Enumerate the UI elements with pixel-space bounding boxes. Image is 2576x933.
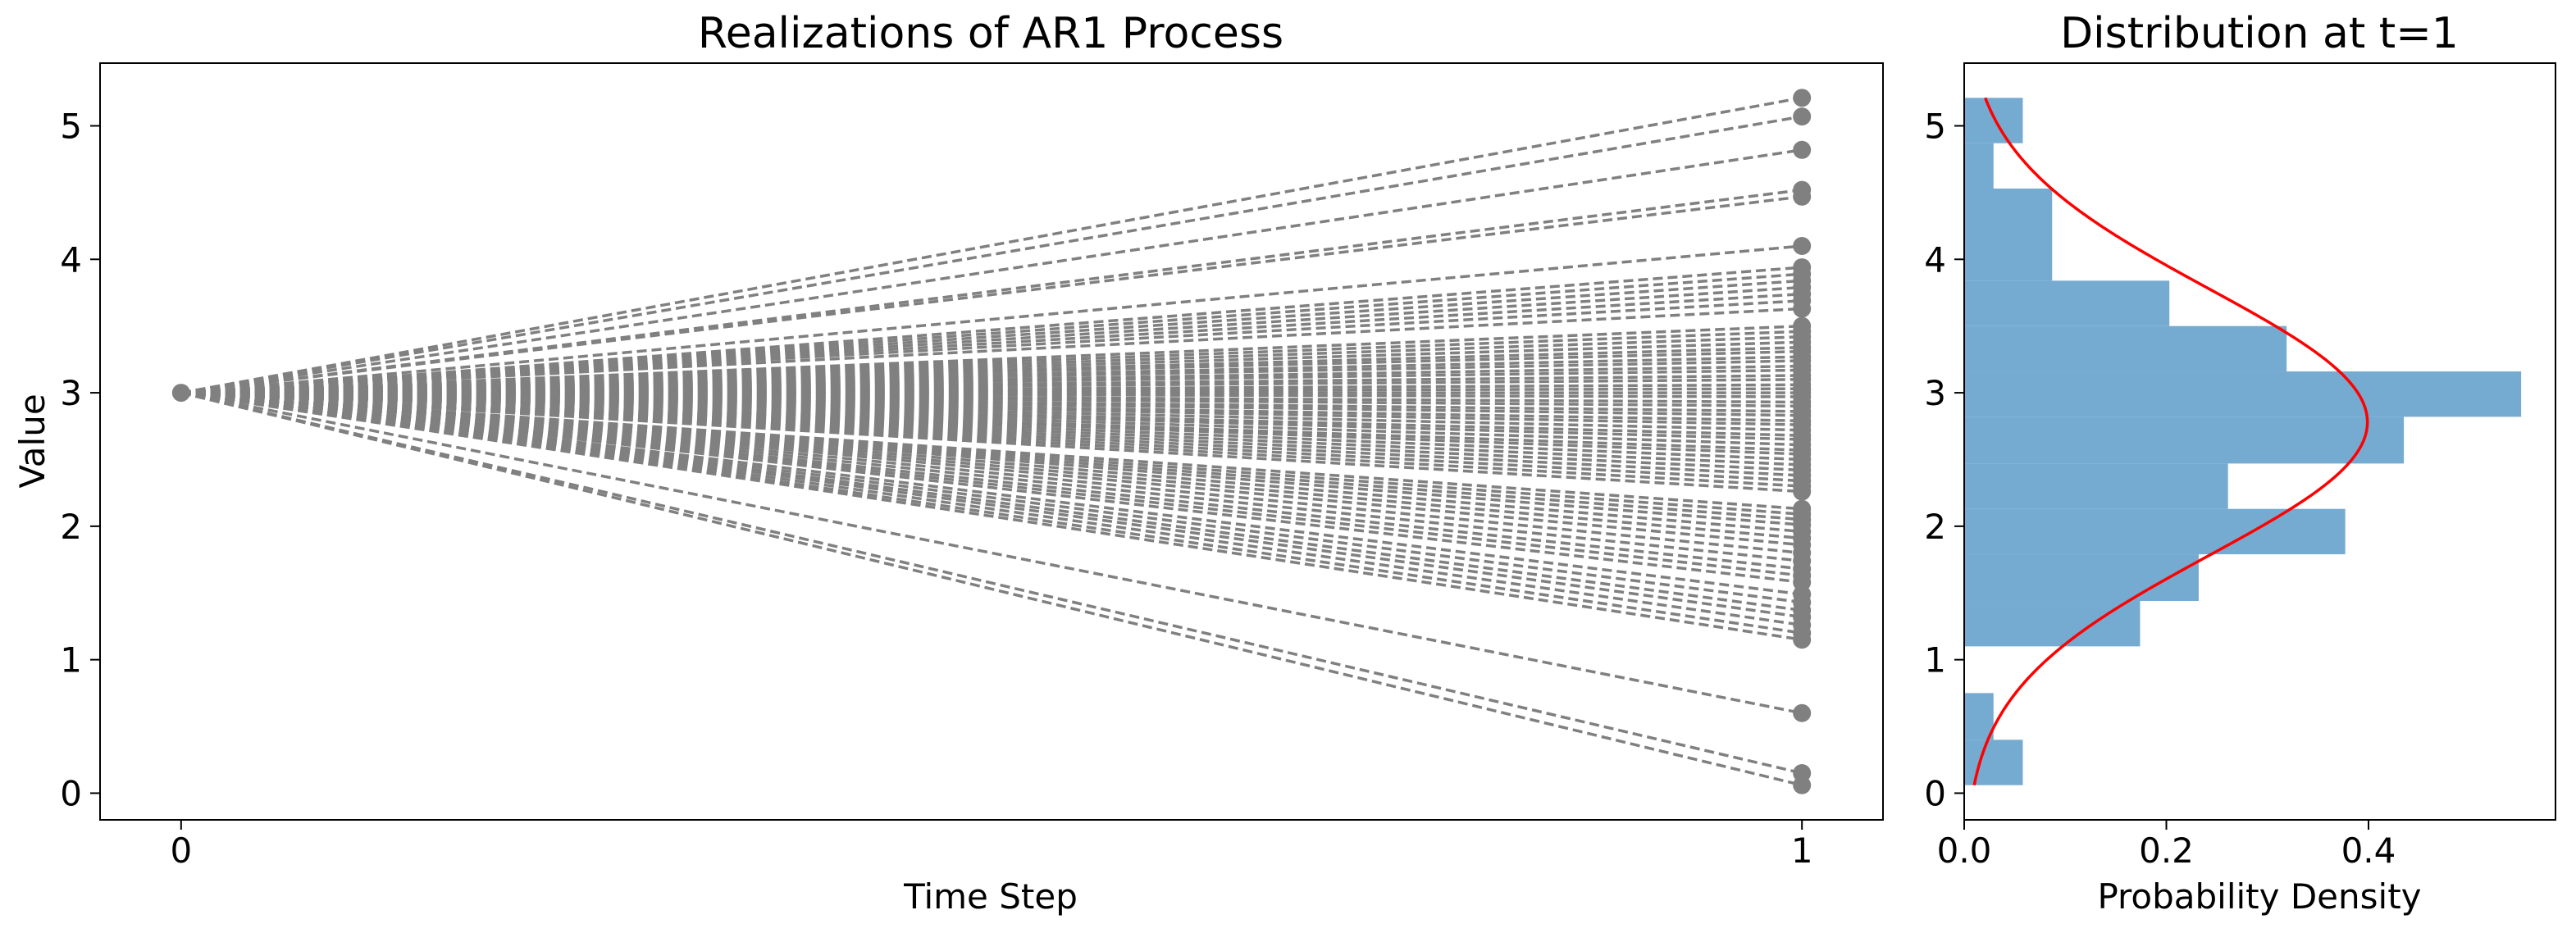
histogram-bar	[1964, 416, 2405, 464]
realization-line	[180, 148, 1803, 394]
distribution-x-axis-label: Probability Density	[2097, 876, 2421, 917]
realization-line	[180, 96, 1803, 394]
ar1-plot-frame	[99, 62, 1884, 821]
distribution-chart: Distribution at t=1 0.0 0.2 0.4 0 1 2 3 4 5 Pro…	[1924, 9, 2556, 917]
ar1-y-ticks: 0 1 2 3 4 5	[60, 107, 100, 813]
y-tick-label: 2	[1924, 507, 1946, 547]
realization-line	[180, 391, 1803, 787]
x-tick-label: 0.0	[1937, 831, 1992, 871]
ar1-chart-title: Realizations of AR1 Process	[698, 9, 1283, 58]
histogram-bar	[1964, 508, 2346, 555]
y-tick-label: 5	[1924, 107, 1946, 147]
realization-paths	[171, 89, 1812, 794]
histogram-bar	[1964, 554, 2199, 602]
x-tick-label: 0.2	[2139, 831, 2194, 871]
realization-line	[180, 307, 1803, 394]
realization-line	[180, 391, 1803, 775]
y-tick-label: 1	[1924, 640, 1946, 680]
realization-line	[180, 195, 1803, 394]
realization-line	[180, 391, 1803, 584]
histogram-bar	[1964, 189, 2053, 235]
end-point-marker	[1793, 630, 1812, 649]
histogram-bar	[1964, 143, 1994, 189]
end-point-marker	[1793, 89, 1812, 107]
end-point-marker	[1793, 187, 1812, 206]
y-tick-label: 5	[60, 107, 82, 147]
histogram-bar	[1964, 463, 2228, 509]
end-point-marker	[1793, 237, 1812, 256]
histogram-bar	[1964, 234, 2053, 281]
end-point-marker	[1793, 140, 1812, 159]
realization-line	[180, 115, 1803, 394]
y-tick-label: 2	[60, 507, 82, 547]
y-tick-label: 0	[60, 773, 82, 813]
y-tick-label: 4	[60, 239, 82, 280]
distribution-y-ticks: 0 1 2 3 4 5	[1924, 107, 1964, 813]
y-tick-label: 4	[1924, 239, 1946, 280]
end-point-marker	[1793, 776, 1812, 794]
histogram-bars	[1964, 98, 2522, 785]
realization-line	[180, 244, 1803, 394]
ar1-y-axis-label: Value	[12, 394, 52, 488]
distribution-x-ticks: 0.0 0.2 0.4	[1937, 820, 2396, 871]
realization-line	[180, 391, 1803, 494]
histogram-bar	[1964, 693, 1994, 740]
start-point-marker	[171, 384, 190, 403]
x-tick-label: 0.4	[2341, 831, 2396, 871]
histogram-bar	[1964, 740, 2023, 785]
distribution-chart-title: Distribution at t=1	[2060, 9, 2459, 58]
end-point-marker	[1793, 107, 1812, 126]
histogram-bar	[1964, 280, 2170, 326]
normal-density-curve	[1972, 97, 2369, 786]
histogram-bar	[1964, 98, 2023, 143]
histogram-bar	[1964, 325, 2287, 372]
y-tick-label: 3	[60, 373, 82, 413]
y-tick-label: 1	[60, 640, 82, 680]
x-tick-label: 1	[1791, 831, 1813, 871]
end-point-marker	[1793, 482, 1812, 501]
ar1-x-axis-label: Time Step	[903, 876, 1078, 917]
realization-line	[180, 391, 1803, 641]
end-point-marker	[1793, 703, 1812, 722]
end-point-marker	[1793, 299, 1812, 318]
y-tick-label: 3	[1924, 373, 1946, 413]
distribution-plot-frame	[1963, 62, 2556, 821]
y-tick-label: 0	[1924, 773, 1946, 813]
histogram-bar	[1964, 601, 2141, 647]
x-tick-label: 0	[170, 831, 192, 871]
realization-line	[180, 391, 1803, 715]
histogram-bar	[1964, 371, 2522, 417]
